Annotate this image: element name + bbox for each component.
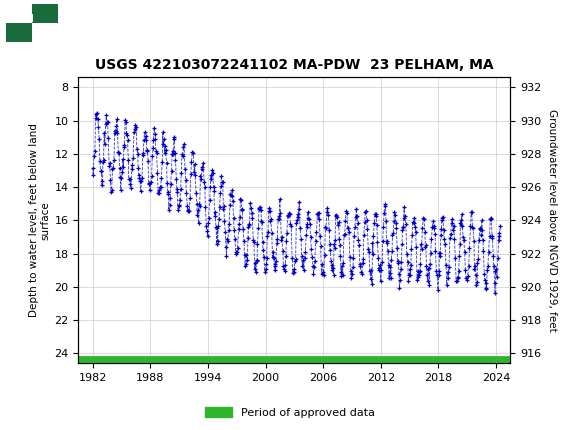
Bar [31, 14, 33, 22]
Bar [32, 3, 58, 22]
Bar [10, 14, 13, 22]
Bar [17, 14, 20, 22]
Title: USGS 422103072241102 MA-PDW  23 PELHAM, MA: USGS 422103072241102 MA-PDW 23 PELHAM, M… [95, 58, 494, 72]
Bar [24, 14, 26, 22]
Y-axis label: Depth to water level, feet below land
surface: Depth to water level, feet below land su… [28, 123, 50, 317]
Bar [14, 14, 16, 22]
Legend: Period of approved data: Period of approved data [200, 402, 380, 422]
Bar [21, 14, 23, 22]
Bar [27, 14, 30, 22]
Y-axis label: Groundwater level above NGVD 1929, feet: Groundwater level above NGVD 1929, feet [547, 109, 557, 332]
Text: USGS: USGS [67, 14, 122, 31]
Bar [6, 22, 32, 42]
Bar [6, 3, 58, 42]
Bar [7, 14, 9, 22]
